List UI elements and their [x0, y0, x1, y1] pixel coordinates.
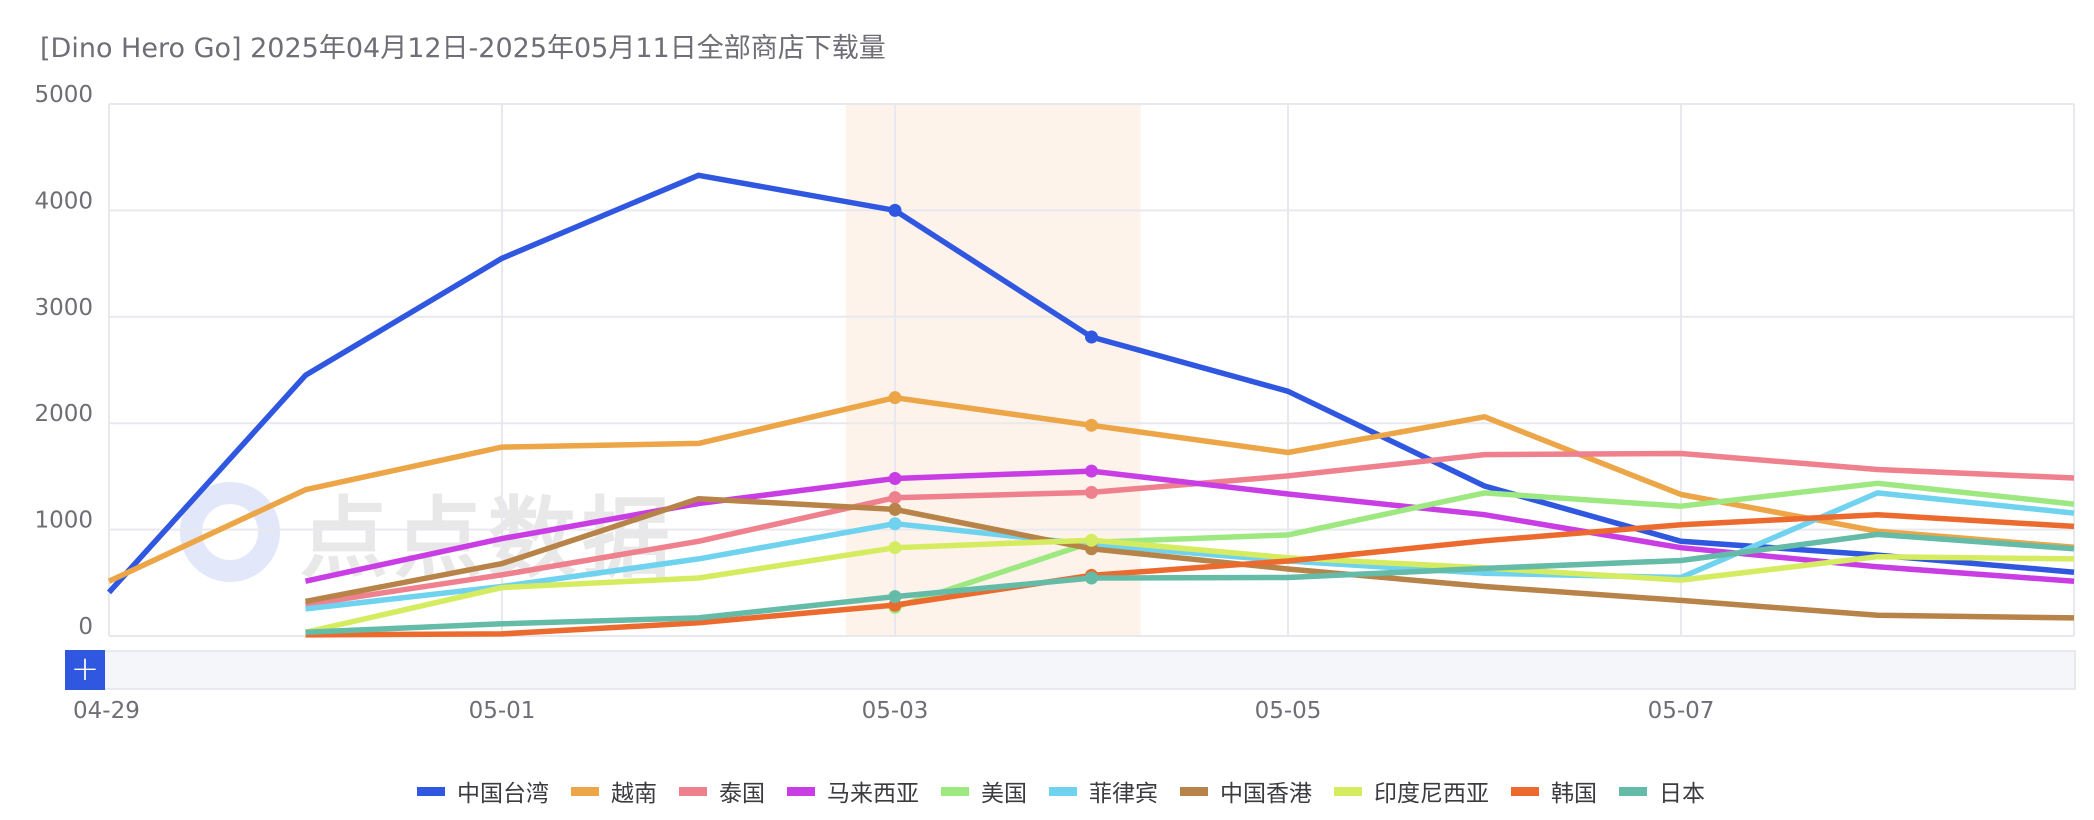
data-point[interactable]: [888, 590, 902, 604]
x-axis-tick-label: 05-01: [469, 698, 536, 724]
y-axis-tick-label: 4000: [34, 188, 93, 214]
legend-swatch-icon: [787, 786, 815, 796]
series-line[interactable]: [304, 533, 2075, 635]
legend-label: 中国台湾: [457, 781, 549, 807]
legend-label: 印度尼西亚: [1374, 781, 1489, 807]
chart-title: [Dino Hero Go] 2025年04月12日-2025年05月11日全部…: [40, 33, 886, 64]
legend-swatch-icon: [1619, 786, 1647, 796]
legend-item[interactable]: 马来西亚: [787, 774, 919, 808]
legend-swatch-icon: [1049, 786, 1077, 796]
legend-swatch-icon: [417, 786, 445, 796]
y-axis-tick-label: 5000: [34, 82, 93, 108]
legend-swatch-icon: [1180, 786, 1208, 796]
x-axis-tick-label: 04-29: [73, 698, 140, 724]
legend-item[interactable]: 越南: [571, 774, 657, 808]
data-point[interactable]: [888, 541, 902, 555]
highlight-band: [845, 104, 1141, 636]
y-axis-tick-label: 3000: [34, 295, 93, 321]
data-point[interactable]: [1085, 464, 1098, 478]
zoom-expand-button[interactable]: +: [65, 650, 105, 690]
x-axis-tick-label: 05-05: [1255, 698, 1322, 724]
legend-label: 美国: [981, 781, 1027, 807]
legend-swatch-icon: [571, 786, 599, 796]
legend-label: 泰国: [719, 781, 765, 807]
legend-label: 中国香港: [1220, 781, 1312, 807]
legend-item[interactable]: 中国台湾: [417, 774, 549, 808]
data-point[interactable]: [888, 517, 902, 531]
legend-swatch-icon: [941, 786, 969, 796]
legend-item[interactable]: 日本: [1619, 774, 1705, 808]
series-line[interactable]: [304, 464, 2075, 584]
data-point[interactable]: [888, 203, 902, 217]
data-point[interactable]: [888, 472, 902, 486]
legend-item[interactable]: 中国香港: [1180, 774, 1312, 808]
y-axis-tick-label: 2000: [34, 401, 93, 427]
legend-label: 韩国: [1551, 781, 1597, 807]
legend-item[interactable]: 韩国: [1511, 774, 1597, 808]
legend-label: 日本: [1659, 781, 1705, 807]
data-point[interactable]: [1085, 571, 1098, 585]
y-axis-tick-label: 1000: [34, 508, 93, 534]
data-point[interactable]: [888, 491, 902, 505]
data-point[interactable]: [1085, 418, 1098, 432]
legend-item[interactable]: 泰国: [679, 774, 765, 808]
data-point[interactable]: [1085, 533, 1098, 547]
x-axis-tick-label: 05-07: [1648, 698, 1715, 724]
legend-swatch-icon: [1511, 786, 1539, 796]
data-point[interactable]: [888, 391, 902, 405]
legend-item[interactable]: 印度尼西亚: [1334, 774, 1489, 808]
series-line[interactable]: [107, 391, 2075, 584]
y-axis-tick-label: 0: [78, 614, 93, 640]
data-point[interactable]: [1085, 485, 1098, 499]
legend-label: 越南: [611, 781, 657, 807]
x-axis-tick-label: 05-03: [862, 698, 929, 724]
legend-item[interactable]: 美国: [941, 774, 1027, 808]
series-line[interactable]: [305, 531, 2075, 636]
data-zoom-slider[interactable]: [65, 650, 2076, 690]
legend-swatch-icon: [1334, 786, 1362, 796]
data-point[interactable]: [1085, 330, 1098, 344]
legend-label: 马来西亚: [827, 781, 919, 807]
series-line[interactable]: [106, 172, 2075, 595]
legend-label: 菲律宾: [1089, 781, 1158, 807]
chart-legend: 中国台湾 越南 泰国 马来西亚 美国 菲律宾 中国香港 印度尼西亚 韩国 日本: [417, 775, 1727, 807]
legend-item[interactable]: 菲律宾: [1049, 774, 1158, 808]
data-point[interactable]: [888, 502, 902, 516]
legend-swatch-icon: [679, 786, 707, 796]
